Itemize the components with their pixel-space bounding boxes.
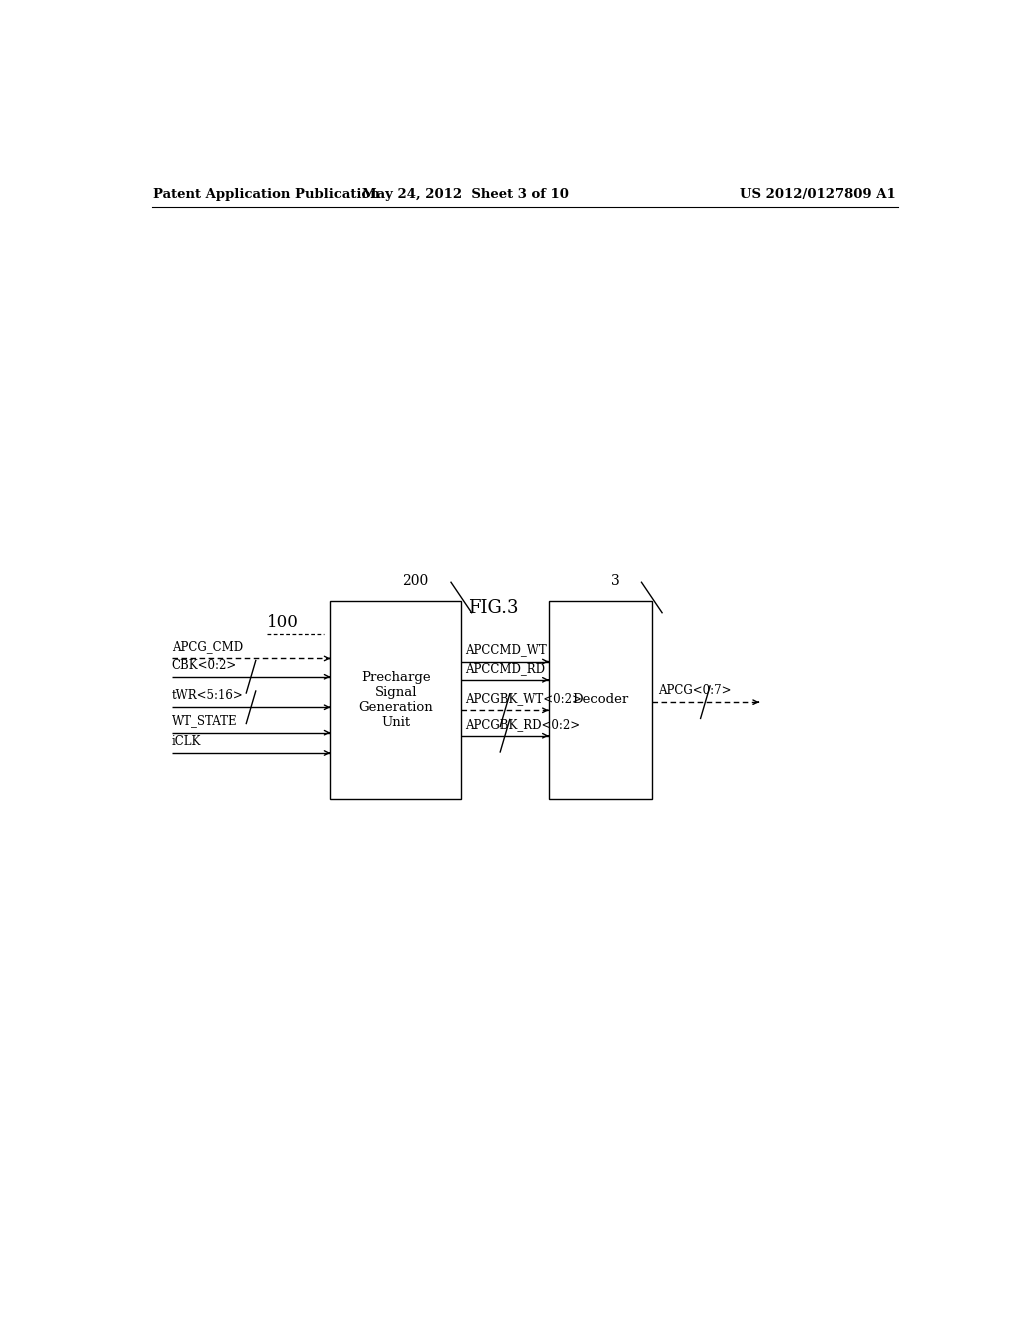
Text: tWR<5:16>: tWR<5:16> [172,689,244,702]
Text: iCLK: iCLK [172,735,201,748]
Text: Patent Application Publication: Patent Application Publication [154,189,380,202]
Text: 200: 200 [402,574,429,589]
Text: FIG.3: FIG.3 [468,599,518,616]
Text: APCG<0:7>: APCG<0:7> [658,684,731,697]
Text: May 24, 2012  Sheet 3 of 10: May 24, 2012 Sheet 3 of 10 [361,189,568,202]
Text: APCCMD_WT: APCCMD_WT [465,643,547,656]
Text: Precharge
Signal
Generation
Unit: Precharge Signal Generation Unit [358,671,433,729]
Text: Decoder: Decoder [572,693,629,706]
Text: CBK<0:2>: CBK<0:2> [172,659,237,672]
Text: APCCMD_RD: APCCMD_RD [465,661,545,675]
Text: US 2012/0127809 A1: US 2012/0127809 A1 [740,189,896,202]
Bar [549,601,652,799]
Text: APCG_CMD: APCG_CMD [172,640,243,653]
Text: APCGBK_WT<0:2>: APCGBK_WT<0:2> [465,692,583,705]
Bar [331,601,462,799]
Text: 100: 100 [267,614,299,631]
Text: 3: 3 [610,574,620,589]
Text: APCGBK_RD<0:2>: APCGBK_RD<0:2> [465,718,581,731]
Text: WT_STATE: WT_STATE [172,714,238,727]
